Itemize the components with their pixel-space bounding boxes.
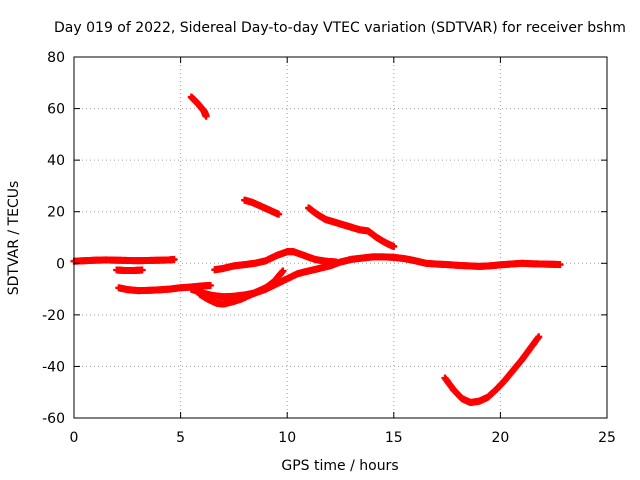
x-tick-label: 15 — [385, 430, 403, 446]
series-arc-10 — [441, 333, 543, 407]
data-point — [279, 267, 287, 275]
x-tick-label: 0 — [70, 430, 79, 446]
data-point — [535, 333, 543, 341]
x-tick-label: 25 — [598, 430, 616, 446]
series-arc-9 — [305, 204, 398, 251]
data-point — [556, 261, 564, 269]
data-point — [390, 243, 398, 251]
y-tick-label: -40 — [42, 359, 65, 375]
data-point — [170, 255, 178, 263]
data-point — [202, 112, 210, 120]
series-arc-7 — [211, 248, 340, 274]
y-tick-label: 60 — [47, 102, 65, 118]
x-axis-ticks: 0 5 10 15 20 25 — [70, 57, 616, 446]
data-point — [332, 258, 340, 266]
grid-lines — [74, 57, 607, 418]
data-point — [275, 210, 283, 218]
y-tick-label: 20 — [47, 205, 65, 221]
y-tick-label: 40 — [47, 153, 65, 169]
y-tick-label: -20 — [42, 308, 65, 324]
series-arc-5 — [187, 253, 564, 301]
plot-frame — [73, 56, 608, 419]
chart-title: Day 019 of 2022, Sidereal Day-to-day VTE… — [54, 20, 626, 36]
x-tick-label: 10 — [278, 430, 296, 446]
data-points — [70, 93, 564, 407]
series-arc-6 — [196, 267, 287, 308]
y-tick-label: 80 — [47, 50, 65, 66]
y-axis-ticks: -60 -40 -20 0 20 40 60 80 — [42, 50, 607, 427]
x-tick-label: 20 — [491, 430, 509, 446]
x-axis-label: GPS time / hours — [281, 458, 398, 474]
series-arc-8 — [241, 196, 283, 218]
series-arc-2 — [113, 266, 146, 275]
y-tick-label: -60 — [42, 411, 65, 427]
data-point — [138, 266, 146, 274]
data-point — [206, 281, 214, 289]
series-arc-1 — [70, 255, 178, 265]
x-tick-label: 5 — [176, 430, 185, 446]
y-axis-label: SDTVAR / TECUs — [6, 181, 22, 296]
series-arc-4 — [187, 93, 210, 120]
y-tick-label: 0 — [56, 256, 65, 272]
